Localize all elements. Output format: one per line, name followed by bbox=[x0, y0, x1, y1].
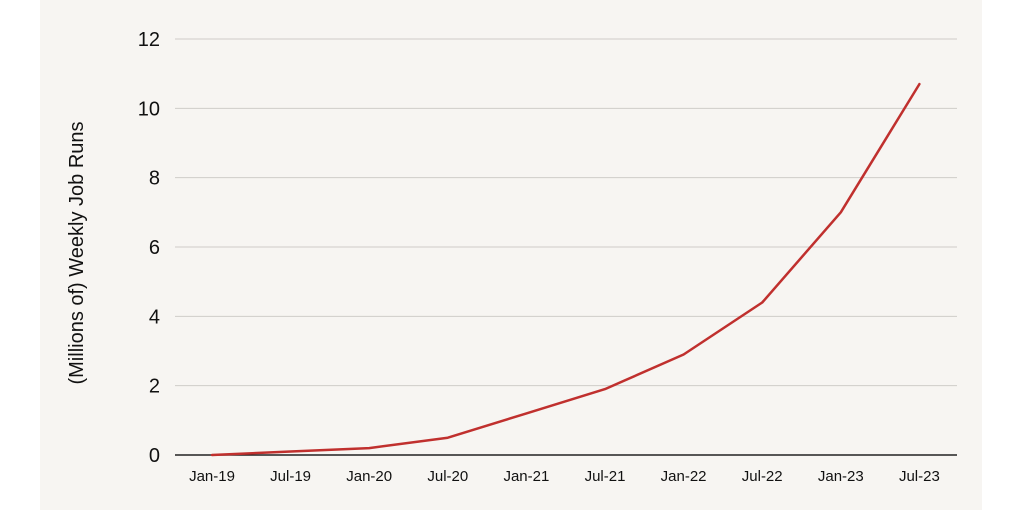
x-tick-label: Jul-21 bbox=[585, 468, 626, 485]
x-tick-label: Jan-23 bbox=[818, 468, 864, 485]
y-tick-label: 0 bbox=[149, 445, 160, 467]
x-tick-label: Jan-21 bbox=[503, 468, 549, 485]
series-line bbox=[210, 82, 921, 457]
y-tick-label: 10 bbox=[138, 98, 160, 120]
y-tick-label: 12 bbox=[138, 29, 160, 51]
y-tick-label: 6 bbox=[149, 237, 160, 259]
x-tick-label: Jan-20 bbox=[346, 468, 392, 485]
x-tick-label: Jul-19 bbox=[270, 468, 311, 485]
x-tick-label: Jul-23 bbox=[899, 468, 940, 485]
x-tick-label: Jan-22 bbox=[661, 468, 707, 485]
x-tick-label: Jul-22 bbox=[742, 468, 783, 485]
chart-background bbox=[40, 0, 982, 510]
x-tick-label: Jul-20 bbox=[427, 468, 468, 485]
x-tick-label: Jan-19 bbox=[189, 468, 235, 485]
y-tick-label: 4 bbox=[149, 306, 160, 328]
x-tick-labels: Jan-19 Jul-19 Jan-20 Jul-20 Jan-21 Jul-21 Jan-… bbox=[189, 468, 940, 485]
y-tick-label: 8 bbox=[149, 168, 160, 190]
y-tick-labels: 0 2 4 6 8 10 12 bbox=[138, 29, 160, 467]
y-axis-label: (Millions of) Weekly Job Runs bbox=[66, 121, 88, 384]
gridlines bbox=[175, 38, 957, 387]
y-tick-label: 2 bbox=[149, 376, 160, 398]
